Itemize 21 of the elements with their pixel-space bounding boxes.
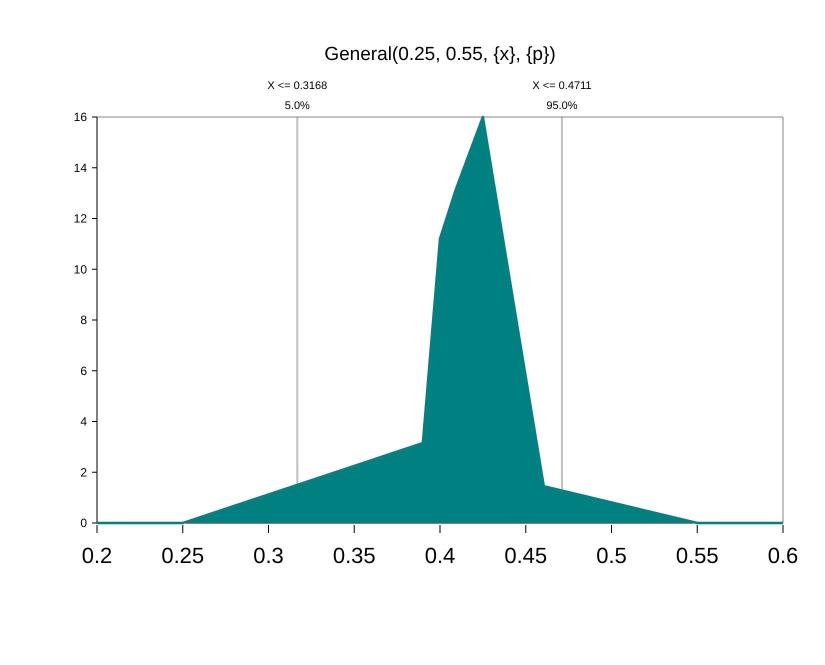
- ref-line-label: X <= 0.4711 95.0%: [532, 80, 592, 112]
- y-tick-label: 8: [80, 313, 88, 328]
- y-tick-label: 2: [80, 465, 88, 480]
- y-tick-label: 4: [80, 414, 88, 429]
- x-tick-label: 0.4: [424, 543, 456, 568]
- y-tick-label: 6: [80, 364, 88, 378]
- chart-title: General(0.25, 0.55, {x}, {p}): [324, 44, 556, 65]
- y-tick-label: 0: [80, 516, 88, 530]
- x-tick-label: 0.6: [768, 543, 798, 568]
- y-tick-label: 12: [74, 212, 88, 226]
- x-tick-label: 0.35: [332, 543, 376, 568]
- y-tick-label: 10: [74, 262, 88, 276]
- x-tick-label: 0.25: [161, 543, 204, 568]
- x-tick-label: 0.3: [253, 543, 284, 568]
- x-tick-label: 0.5: [596, 543, 627, 568]
- ref-line-label: X <= 0.3168 5.0%: [267, 80, 328, 112]
- y-tick-label: 16: [74, 110, 88, 124]
- x-tick-label: 0.45: [504, 543, 548, 568]
- x-tick-label: 0.2: [82, 543, 112, 568]
- x-tick-label: 0.55: [676, 543, 719, 568]
- y-tick-label: 14: [74, 160, 88, 175]
